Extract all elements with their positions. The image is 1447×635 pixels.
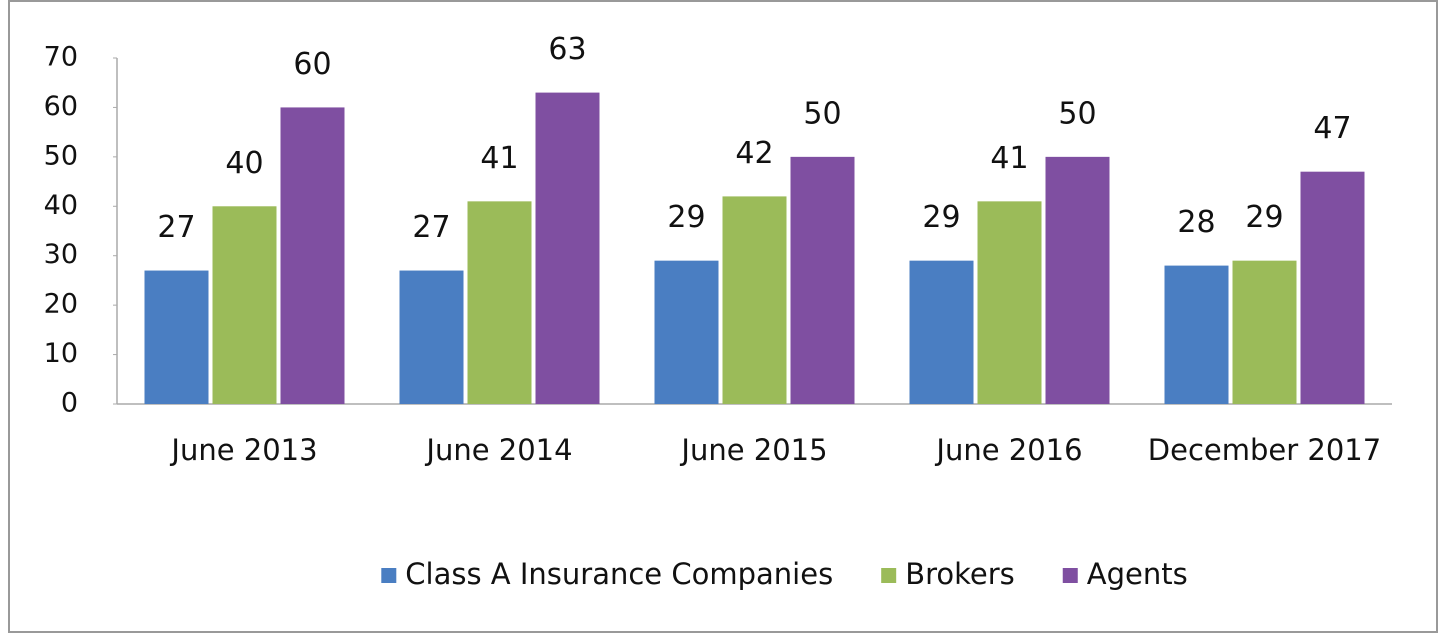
value-label: 41: [480, 141, 518, 176]
value-label: 40: [225, 146, 263, 181]
bar: [1045, 156, 1110, 404]
value-label: 27: [157, 210, 195, 245]
value-label: 63: [548, 32, 586, 67]
x-tick-label: June 2015: [679, 433, 827, 467]
bar: [1300, 171, 1365, 404]
y-tick-label: 60: [44, 91, 78, 122]
bar: [467, 201, 532, 404]
value-label: 29: [922, 200, 960, 235]
value-label: 28: [1177, 205, 1215, 240]
x-tick-label: June 2014: [424, 433, 572, 467]
y-tick-label: 20: [44, 289, 78, 320]
bar: [280, 107, 345, 404]
y-tick-label: 70: [44, 42, 78, 73]
value-label: 41: [990, 141, 1028, 176]
value-label: 27: [412, 210, 450, 245]
bar: [212, 206, 277, 404]
bar: [399, 270, 464, 404]
bar: [909, 260, 974, 404]
legend-label: Agents: [1087, 557, 1188, 591]
legend-label: Brokers: [905, 557, 1015, 591]
y-tick-label: 10: [44, 338, 78, 369]
x-tick-label: June 2013: [169, 433, 317, 467]
x-tick-label: December 2017: [1148, 433, 1381, 467]
bar: [977, 201, 1042, 404]
y-tick-label: 30: [44, 239, 78, 270]
bar: [535, 92, 600, 404]
legend-label: Class A Insurance Companies: [405, 557, 833, 591]
bar: [1164, 265, 1229, 404]
value-label: 29: [1245, 200, 1283, 235]
value-label: 60: [293, 47, 331, 82]
value-label: 50: [1058, 96, 1096, 131]
bar: [722, 196, 787, 404]
y-tick-label: 50: [44, 140, 78, 171]
bar: [654, 260, 719, 404]
y-tick-label: 0: [61, 388, 78, 419]
y-tick-label: 40: [44, 190, 78, 221]
x-tick-label: June 2016: [934, 433, 1082, 467]
value-label: 42: [735, 136, 773, 171]
legend-marker: [881, 568, 897, 583]
bar: [790, 156, 855, 404]
legend-marker: [381, 568, 397, 583]
value-label: 50: [803, 96, 841, 131]
value-label: 47: [1313, 111, 1351, 146]
bar: [144, 270, 209, 404]
legend-marker: [1062, 568, 1078, 583]
value-label: 29: [667, 200, 705, 235]
bar: [1232, 260, 1297, 404]
